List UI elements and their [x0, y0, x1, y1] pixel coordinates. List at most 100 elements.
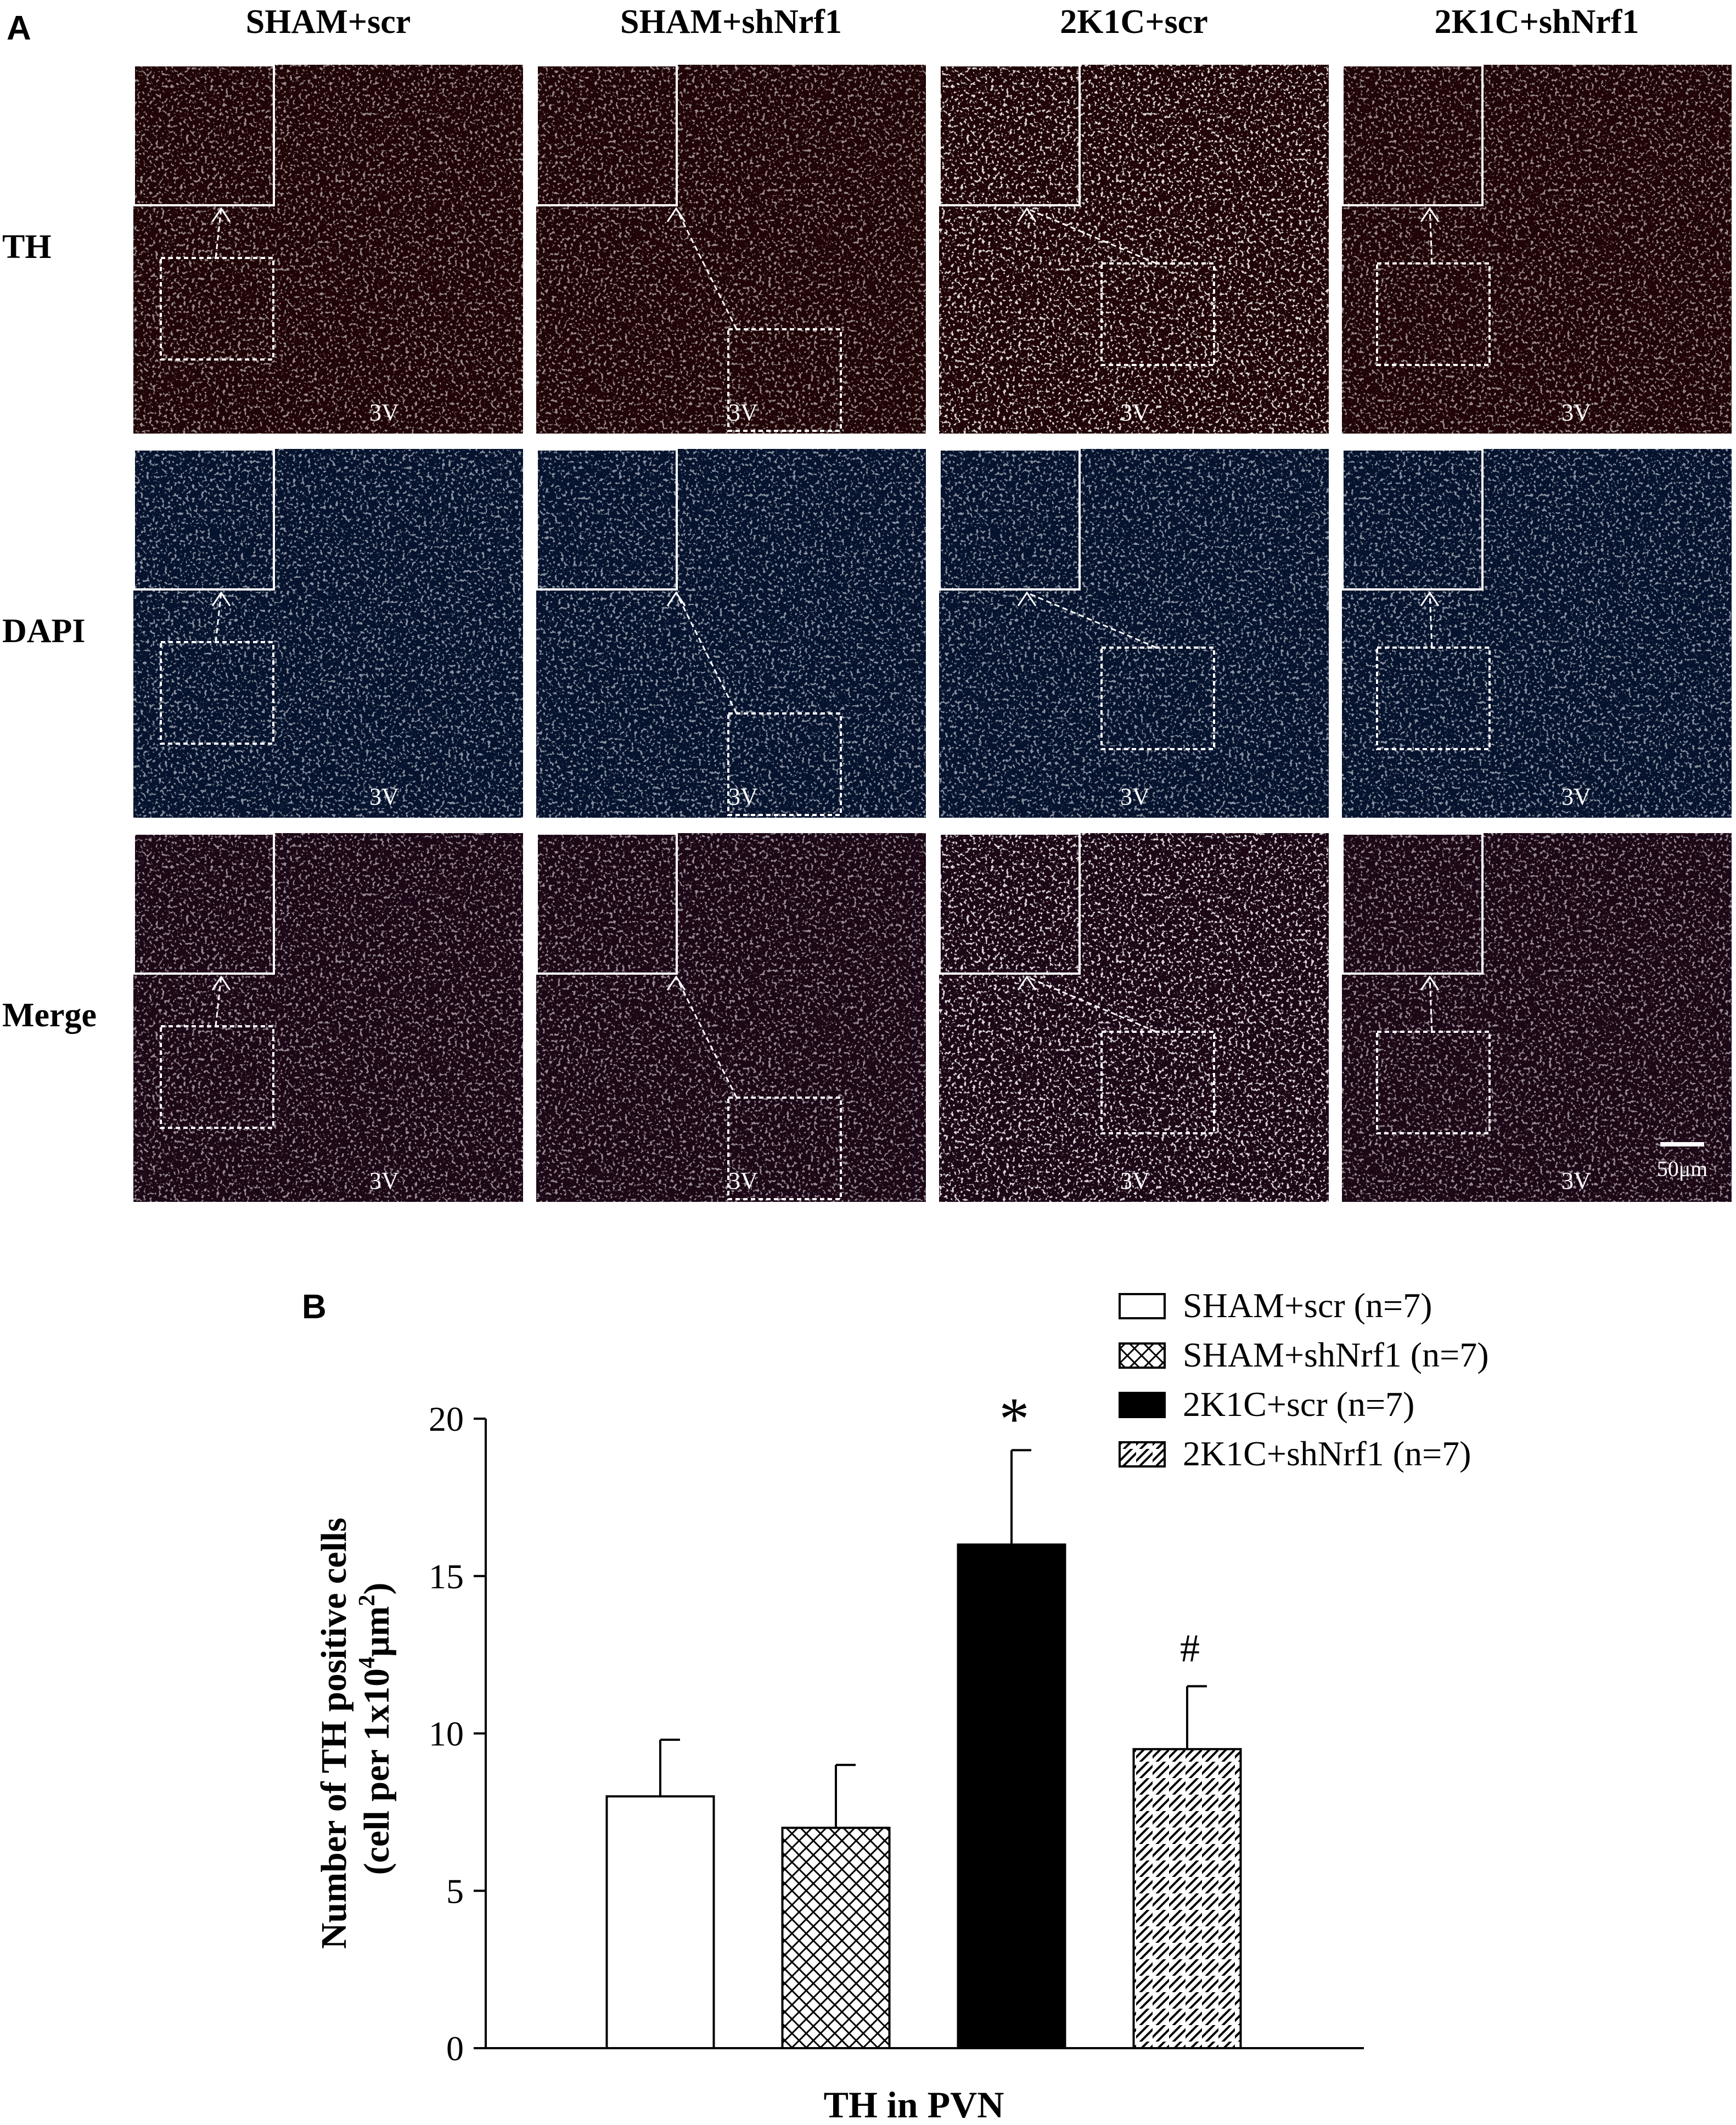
micrograph-signal: [536, 833, 926, 1202]
bar-chart: 0 5 10 15 20 * #: [429, 1385, 1364, 2068]
micrograph-panel: 3V: [939, 833, 1329, 1202]
zoom-arrow: [1429, 592, 1433, 648]
source-box: [160, 641, 274, 745]
region-label: 3V: [1561, 399, 1591, 426]
zoom-arrow: [1026, 592, 1157, 649]
bar: [1132, 1748, 1242, 2050]
zoom-arrow: [1026, 207, 1157, 265]
row-label: DAPI: [2, 612, 86, 650]
micrograph-panel: 3V: [939, 64, 1329, 434]
arrow-head-icon: [1017, 591, 1037, 606]
bar: [605, 1795, 715, 2049]
legend-swatch: [1119, 1441, 1166, 1468]
legend-item: SHAM+shNrf1 (n=7): [1119, 1335, 1489, 1374]
region-label: 3V: [1561, 783, 1591, 810]
arrow-head-icon: [1420, 975, 1440, 991]
micrograph-signal: [133, 833, 523, 1202]
source-box: [160, 257, 274, 361]
region-label: 3V: [1120, 1167, 1150, 1194]
micrograph-signal: [1342, 65, 1732, 434]
region-label: 3V: [369, 783, 399, 810]
y-axis-title-line1: Number of TH positive cells: [314, 1517, 354, 1949]
column-header: SHAM+scr: [246, 3, 411, 41]
region-label: 3V: [728, 399, 758, 426]
micrograph-signal: [939, 449, 1329, 818]
source-box: [1100, 647, 1215, 750]
row-labels: TH DAPI Merge: [2, 228, 97, 1034]
inset-box: [939, 448, 1081, 591]
arrow-head-icon: [666, 207, 686, 222]
bar: [781, 1826, 891, 2050]
legend-item: SHAM+scr (n=7): [1119, 1286, 1432, 1325]
arrow-head-icon: [1420, 207, 1440, 222]
region-label: 3V: [369, 1167, 399, 1194]
legend-label: SHAM+scr (n=7): [1183, 1286, 1432, 1325]
zoom-arrow: [1429, 208, 1433, 264]
micrograph-signal: [1342, 449, 1732, 818]
row-label: Merge: [2, 997, 97, 1034]
source-box: [160, 1025, 274, 1129]
zoom-arrow: [675, 208, 738, 330]
y-axis-title-mid: μm: [357, 1606, 397, 1657]
legend-label: SHAM+shNrf1 (n=7): [1183, 1335, 1489, 1374]
y-axis-title-line2-pre: (cell per 1x10: [357, 1668, 397, 1875]
y-axis-title-sup1: 4: [355, 1657, 380, 1668]
legend-swatch: [1119, 1342, 1166, 1369]
zoom-arrow: [1026, 976, 1157, 1033]
source-box: [1100, 262, 1215, 366]
bar: [957, 1543, 1066, 2049]
legend-item: 2K1C+shNrf1 (n=7): [1119, 1434, 1471, 1473]
micrograph-signal: [536, 65, 926, 434]
arrow-head-icon: [211, 591, 231, 606]
source-box: [727, 1097, 842, 1200]
y-axis-title-sup2: 2: [355, 1595, 380, 1606]
micrograph-panel: 3V: [1341, 833, 1732, 1202]
micrograph-grid: 3V 3V 3V 3V 3V 3V 3V 3V 3V 3V 3V 3V 50μm: [133, 64, 1732, 1202]
inset-box: [939, 64, 1081, 206]
region-label: 3V: [1120, 783, 1150, 810]
micrograph-panel: 3V: [133, 64, 523, 434]
panel-a-label: A: [7, 9, 31, 47]
chart-legend: SHAM+scr (n=7) SHAM+shNrf1 (n=7) 2K1C+scr …: [1119, 1286, 1489, 1473]
micrograph-signal: [1342, 833, 1732, 1202]
y-tick-label: 10: [429, 1714, 464, 1753]
y-tick-label: 15: [429, 1557, 464, 1596]
micrograph-panel: 3V: [536, 833, 926, 1202]
inset-box: [1341, 448, 1484, 591]
micrograph-panel: 3V: [939, 448, 1329, 818]
column-headers: SHAM+scr SHAM+shNrf1 2K1C+scr 2K1C+shNrf1: [246, 3, 1639, 41]
micrograph-signal: [133, 65, 523, 434]
zoom-arrow: [675, 976, 738, 1098]
scale-bar-label: 50μm: [1657, 1156, 1708, 1181]
micrograph-panel: 3V: [1341, 448, 1732, 818]
legend-label: 2K1C+shNrf1 (n=7): [1183, 1434, 1471, 1473]
micrograph-signal: [939, 65, 1329, 434]
inset-box: [133, 64, 275, 206]
micrograph-panel: 3V: [133, 448, 523, 818]
arrow-head-icon: [211, 207, 231, 222]
significance-marker: #: [1180, 1626, 1200, 1670]
inset-box: [133, 833, 275, 975]
arrow-head-icon: [1017, 207, 1037, 222]
legend-item: 2K1C+scr (n=7): [1119, 1385, 1414, 1424]
inset-box: [1341, 833, 1484, 975]
source-box: [1376, 647, 1491, 750]
y-axis-title: Number of TH positive cells (cell per 1x…: [314, 1509, 397, 1949]
inset-box: [536, 833, 678, 975]
source-box: [727, 328, 842, 432]
zoom-arrow: [1429, 976, 1433, 1032]
arrow-head-icon: [1420, 591, 1440, 606]
micrograph-panel: 3V: [536, 64, 926, 434]
column-header: SHAM+shNrf1: [620, 3, 842, 41]
micrograph-panel: 3V: [133, 833, 523, 1202]
y-axis-title-post: ): [357, 1583, 397, 1595]
micrograph-signal: [536, 449, 926, 818]
region-label: 3V: [1120, 399, 1150, 426]
source-box: [1376, 1031, 1491, 1134]
micrograph-panel: 3V: [536, 448, 926, 818]
panel-b-label: B: [302, 1288, 327, 1326]
x-axis-title: TH in PVN: [824, 2084, 1004, 2125]
region-label: 3V: [369, 399, 399, 426]
legend-swatch: [1119, 1293, 1166, 1319]
